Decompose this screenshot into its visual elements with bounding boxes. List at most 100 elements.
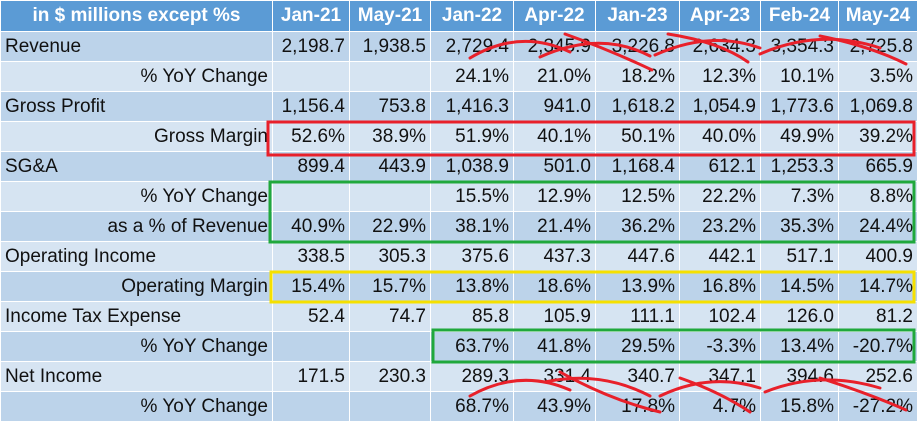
table-cell: 102.4 bbox=[680, 302, 761, 332]
table-cell: 1,773.6 bbox=[761, 92, 839, 122]
table-cell: 15.4% bbox=[273, 272, 350, 302]
table-cell: 1,253.3 bbox=[761, 152, 839, 182]
table-cell: 12.3% bbox=[680, 62, 761, 92]
table-cell: 24.4% bbox=[839, 212, 917, 242]
table-cell: 665.9 bbox=[839, 152, 917, 182]
table-cell: 111.1 bbox=[596, 302, 680, 332]
table-cell: 171.5 bbox=[273, 362, 350, 392]
table-cell bbox=[350, 182, 431, 212]
table-cell: 63.7% bbox=[431, 332, 514, 362]
table-cell: -27.2% bbox=[839, 392, 917, 422]
table-cell bbox=[273, 332, 350, 362]
table-cell: 331.4 bbox=[514, 362, 596, 392]
table-cell: 4.7% bbox=[680, 392, 761, 422]
table-cell: 15.7% bbox=[350, 272, 431, 302]
table-cell: 13.9% bbox=[596, 272, 680, 302]
table-cell: 18.6% bbox=[514, 272, 596, 302]
table-cell: 13.8% bbox=[431, 272, 514, 302]
row-label: Net Income bbox=[1, 362, 273, 392]
table-cell: 39.2% bbox=[839, 122, 917, 152]
row-label: Operating Income bbox=[1, 242, 273, 272]
table-cell: 252.6 bbox=[839, 362, 917, 392]
row-label: Operating Margin bbox=[1, 272, 273, 302]
table-cell: 52.6% bbox=[273, 122, 350, 152]
table-cell: 400.9 bbox=[839, 242, 917, 272]
table-cell: 24.1% bbox=[431, 62, 514, 92]
table-cell: 1,168.4 bbox=[596, 152, 680, 182]
table-cell bbox=[273, 182, 350, 212]
table-cell: 22.2% bbox=[680, 182, 761, 212]
table-cell: 68.7% bbox=[431, 392, 514, 422]
table-cell: 21.0% bbox=[514, 62, 596, 92]
table-cell: 3.5% bbox=[839, 62, 917, 92]
row-label: Revenue bbox=[1, 32, 273, 62]
period-header: May-24 bbox=[839, 1, 917, 32]
table-cell: 2,725.8 bbox=[839, 32, 917, 62]
table-cell: 41.8% bbox=[514, 332, 596, 362]
period-header: Feb-24 bbox=[761, 1, 839, 32]
row-label: as a % of Revenue bbox=[1, 212, 273, 242]
table-cell: 40.9% bbox=[273, 212, 350, 242]
table-cell: 21.4% bbox=[514, 212, 596, 242]
table-cell: 899.4 bbox=[273, 152, 350, 182]
table-cell: -20.7% bbox=[839, 332, 917, 362]
row-label: Gross Margin bbox=[1, 122, 273, 152]
table-cell: 347.1 bbox=[680, 362, 761, 392]
row-label: Income Tax Expense bbox=[1, 302, 273, 332]
table-cell: 443.9 bbox=[350, 152, 431, 182]
row-label: SG&A bbox=[1, 152, 273, 182]
table-cell: 40.1% bbox=[514, 122, 596, 152]
table-cell bbox=[273, 392, 350, 422]
table-cell: 49.9% bbox=[761, 122, 839, 152]
table-cell: 7.3% bbox=[761, 182, 839, 212]
table-cell: 14.5% bbox=[761, 272, 839, 302]
header-label: in $ millions except %s bbox=[1, 1, 273, 32]
table-cell: 36.2% bbox=[596, 212, 680, 242]
table-cell: 38.1% bbox=[431, 212, 514, 242]
table-cell bbox=[350, 62, 431, 92]
table-cell: 941.0 bbox=[514, 92, 596, 122]
table-cell: 338.5 bbox=[273, 242, 350, 272]
table-cell: 289.3 bbox=[431, 362, 514, 392]
table-cell bbox=[273, 62, 350, 92]
table-cell: 15.5% bbox=[431, 182, 514, 212]
period-header: Apr-22 bbox=[514, 1, 596, 32]
table-cell: 51.9% bbox=[431, 122, 514, 152]
table-cell: 612.1 bbox=[680, 152, 761, 182]
table-cell: 43.9% bbox=[514, 392, 596, 422]
table-cell bbox=[350, 332, 431, 362]
period-header: May-21 bbox=[350, 1, 431, 32]
header-row: in $ millions except %s Jan-21 May-21 Ja… bbox=[1, 1, 917, 32]
table-cell: 3,226.8 bbox=[596, 32, 680, 62]
table-cell: 442.1 bbox=[680, 242, 761, 272]
table-cell: 447.6 bbox=[596, 242, 680, 272]
table-cell: 437.3 bbox=[514, 242, 596, 272]
row-label: % YoY Change bbox=[1, 182, 273, 212]
table-cell: 29.5% bbox=[596, 332, 680, 362]
table-cell: 230.3 bbox=[350, 362, 431, 392]
period-header: Jan-21 bbox=[273, 1, 350, 32]
table-cell: 2,729.4 bbox=[431, 32, 514, 62]
table-cell: 517.1 bbox=[761, 242, 839, 272]
table-cell: 2,345.9 bbox=[514, 32, 596, 62]
table-cell: 12.5% bbox=[596, 182, 680, 212]
table-cell: 50.1% bbox=[596, 122, 680, 152]
table-cell: 753.8 bbox=[350, 92, 431, 122]
table-cell: 501.0 bbox=[514, 152, 596, 182]
table-cell: 1,069.8 bbox=[839, 92, 917, 122]
table-cell: 17.8% bbox=[596, 392, 680, 422]
row-label: % YoY Change bbox=[1, 62, 273, 92]
table-cell: 74.7 bbox=[350, 302, 431, 332]
table-cell: 18.2% bbox=[596, 62, 680, 92]
